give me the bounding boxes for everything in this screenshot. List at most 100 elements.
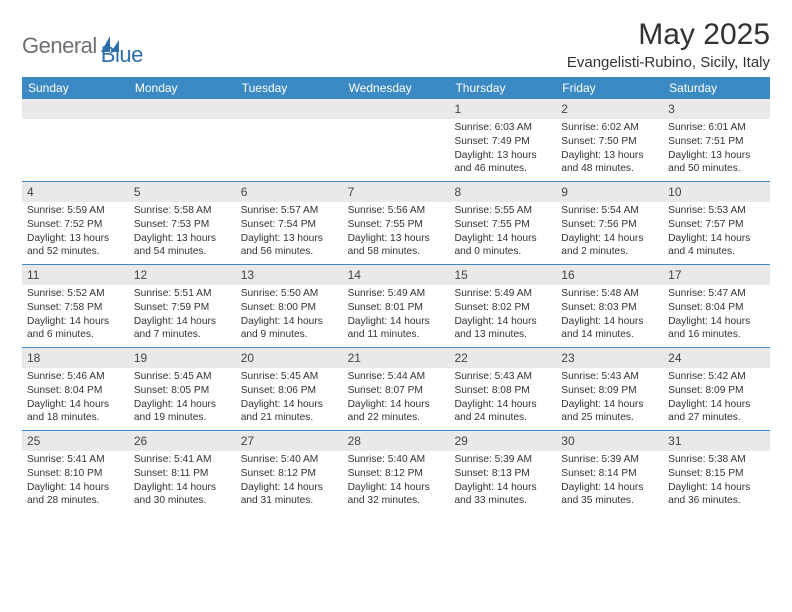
day-number: 8 — [449, 182, 556, 202]
day-cell: 19Sunrise: 5:45 AMSunset: 8:05 PMDayligh… — [129, 348, 236, 430]
sunrise-text: Sunrise: 5:46 AM — [27, 370, 124, 384]
daylight-text: Daylight: 14 hours and 18 minutes. — [27, 398, 124, 426]
day-cell — [22, 99, 129, 181]
day-number: 25 — [22, 431, 129, 451]
weeks-container: 1Sunrise: 6:03 AMSunset: 7:49 PMDaylight… — [22, 99, 770, 513]
day-number: 27 — [236, 431, 343, 451]
sunrise-text: Sunrise: 5:39 AM — [454, 453, 551, 467]
day-cell: 28Sunrise: 5:40 AMSunset: 8:12 PMDayligh… — [343, 431, 450, 513]
week-row: 18Sunrise: 5:46 AMSunset: 8:04 PMDayligh… — [22, 348, 770, 431]
sunrise-text: Sunrise: 5:43 AM — [561, 370, 658, 384]
daylight-text: Daylight: 14 hours and 13 minutes. — [454, 315, 551, 343]
daylight-text: Daylight: 14 hours and 2 minutes. — [561, 232, 658, 260]
daylight-text: Daylight: 14 hours and 28 minutes. — [27, 481, 124, 509]
sunrise-text: Sunrise: 5:43 AM — [454, 370, 551, 384]
sunset-text: Sunset: 7:58 PM — [27, 301, 124, 315]
sunrise-text: Sunrise: 5:50 AM — [241, 287, 338, 301]
day-number: 12 — [129, 265, 236, 285]
sunrise-text: Sunrise: 5:47 AM — [668, 287, 765, 301]
sunset-text: Sunset: 8:10 PM — [27, 467, 124, 481]
day-cell: 2 Sunrise: 6:02 AMSunset: 7:50 PMDaylight… — [556, 99, 663, 181]
daylight-text: Daylight: 14 hours and 16 minutes. — [668, 315, 765, 343]
sunset-text: Sunset: 8:11 PM — [134, 467, 231, 481]
day-number — [22, 99, 129, 119]
day-number — [129, 99, 236, 119]
day-cell: 24Sunrise: 5:42 AMSunset: 8:09 PMDayligh… — [663, 348, 770, 430]
day-cell: 13Sunrise: 5:50 AMSunset: 8:00 PMDayligh… — [236, 265, 343, 347]
day-cell — [129, 99, 236, 181]
daylight-text: Daylight: 14 hours and 24 minutes. — [454, 398, 551, 426]
day-number: 31 — [663, 431, 770, 451]
sunrise-text: Sunrise: 5:41 AM — [134, 453, 231, 467]
sunset-text: Sunset: 8:02 PM — [454, 301, 551, 315]
day-cell: 16Sunrise: 5:48 AMSunset: 8:03 PMDayligh… — [556, 265, 663, 347]
day-cell: 7Sunrise: 5:56 AMSunset: 7:55 PMDaylight… — [343, 182, 450, 264]
day-number: 4 — [22, 182, 129, 202]
sunset-text: Sunset: 8:03 PM — [561, 301, 658, 315]
sunset-text: Sunset: 8:01 PM — [348, 301, 445, 315]
daylight-text: Daylight: 14 hours and 19 minutes. — [134, 398, 231, 426]
sunrise-text: Sunrise: 5:38 AM — [668, 453, 765, 467]
day-cell: 27Sunrise: 5:40 AMSunset: 8:12 PMDayligh… — [236, 431, 343, 513]
week-row: 11Sunrise: 5:52 AMSunset: 7:58 PMDayligh… — [22, 265, 770, 348]
sunrise-text: Sunrise: 5:51 AM — [134, 287, 231, 301]
day-cell: 29Sunrise: 5:39 AMSunset: 8:13 PMDayligh… — [449, 431, 556, 513]
day-cell: 21Sunrise: 5:44 AMSunset: 8:07 PMDayligh… — [343, 348, 450, 430]
day-number: 2 — [556, 99, 663, 119]
sunset-text: Sunset: 8:09 PM — [668, 384, 765, 398]
day-number: 19 — [129, 348, 236, 368]
title-block: May 2025 Evangelisti-Rubino, Sicily, Ita… — [567, 18, 770, 71]
sunrise-text: Sunrise: 5:58 AM — [134, 204, 231, 218]
sunrise-text: Sunrise: 5:54 AM — [561, 204, 658, 218]
day-cell: 1Sunrise: 6:03 AMSunset: 7:49 PMDaylight… — [449, 99, 556, 181]
dow-cell: Sunday — [22, 77, 129, 99]
sunset-text: Sunset: 8:06 PM — [241, 384, 338, 398]
sunset-text: Sunset: 8:12 PM — [241, 467, 338, 481]
dow-cell: Friday — [556, 77, 663, 99]
sunset-text: Sunset: 7:49 PM — [454, 135, 551, 149]
brand-part1: General — [22, 33, 97, 59]
day-number: 11 — [22, 265, 129, 285]
day-number — [343, 99, 450, 119]
day-cell: 25Sunrise: 5:41 AMSunset: 8:10 PMDayligh… — [22, 431, 129, 513]
sunrise-text: Sunrise: 6:02 AM — [561, 121, 658, 135]
daylight-text: Daylight: 14 hours and 31 minutes. — [241, 481, 338, 509]
daylight-text: Daylight: 14 hours and 30 minutes. — [134, 481, 231, 509]
daylight-text: Daylight: 14 hours and 6 minutes. — [27, 315, 124, 343]
day-cell: 15Sunrise: 5:49 AMSunset: 8:02 PMDayligh… — [449, 265, 556, 347]
daylight-text: Daylight: 14 hours and 22 minutes. — [348, 398, 445, 426]
day-number: 26 — [129, 431, 236, 451]
day-number: 10 — [663, 182, 770, 202]
day-cell — [343, 99, 450, 181]
day-number: 20 — [236, 348, 343, 368]
dow-cell: Tuesday — [236, 77, 343, 99]
daylight-text: Daylight: 13 hours and 48 minutes. — [561, 149, 658, 177]
sunrise-text: Sunrise: 5:42 AM — [668, 370, 765, 384]
sunset-text: Sunset: 8:12 PM — [348, 467, 445, 481]
daylight-text: Daylight: 14 hours and 0 minutes. — [454, 232, 551, 260]
day-number: 9 — [556, 182, 663, 202]
sunset-text: Sunset: 8:13 PM — [454, 467, 551, 481]
sunrise-text: Sunrise: 5:59 AM — [27, 204, 124, 218]
day-number: 6 — [236, 182, 343, 202]
day-number: 15 — [449, 265, 556, 285]
sunrise-text: Sunrise: 5:49 AM — [348, 287, 445, 301]
daylight-text: Daylight: 14 hours and 35 minutes. — [561, 481, 658, 509]
day-cell: 4Sunrise: 5:59 AMSunset: 7:52 PMDaylight… — [22, 182, 129, 264]
daylight-text: Daylight: 13 hours and 54 minutes. — [134, 232, 231, 260]
day-of-week-row: SundayMondayTuesdayWednesdayThursdayFrid… — [22, 77, 770, 99]
day-cell: 9Sunrise: 5:54 AMSunset: 7:56 PMDaylight… — [556, 182, 663, 264]
sunset-text: Sunset: 7:55 PM — [454, 218, 551, 232]
day-number: 5 — [129, 182, 236, 202]
sunrise-text: Sunrise: 6:01 AM — [668, 121, 765, 135]
calendar-grid: SundayMondayTuesdayWednesdayThursdayFrid… — [22, 77, 770, 513]
calendar-page: General Blue May 2025 Evangelisti-Rubino… — [0, 0, 792, 513]
sunset-text: Sunset: 7:55 PM — [348, 218, 445, 232]
sunset-text: Sunset: 7:50 PM — [561, 135, 658, 149]
day-number — [236, 99, 343, 119]
sunset-text: Sunset: 7:53 PM — [134, 218, 231, 232]
sunrise-text: Sunrise: 5:40 AM — [348, 453, 445, 467]
day-number: 30 — [556, 431, 663, 451]
week-row: 4Sunrise: 5:59 AMSunset: 7:52 PMDaylight… — [22, 182, 770, 265]
sunset-text: Sunset: 8:09 PM — [561, 384, 658, 398]
